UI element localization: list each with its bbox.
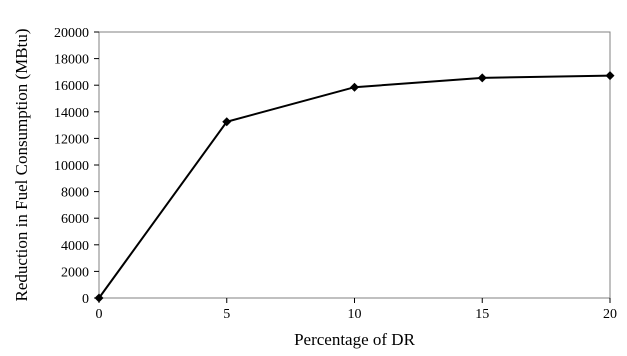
data-point-marker: [222, 117, 232, 127]
y-tick-label: 20000: [54, 26, 89, 41]
data-point-marker: [94, 293, 104, 303]
x-tick-label: 0: [96, 307, 103, 322]
plot-area: [98, 31, 611, 299]
y-tick-label: 6000: [61, 212, 89, 227]
y-tick-label: 2000: [61, 265, 89, 280]
y-tick-label: 0: [82, 292, 89, 307]
series-group: [94, 71, 615, 303]
y-tick-label: 18000: [54, 53, 89, 68]
y-tick-label: 16000: [54, 79, 89, 94]
x-tick-label: 20: [603, 307, 617, 322]
x-tick-label: 5: [223, 307, 230, 322]
x-tick-label: 10: [348, 307, 362, 322]
y-tick-label: 4000: [61, 239, 89, 254]
x-tick-label: 15: [475, 307, 489, 322]
series-line: [98, 74, 611, 299]
y-tick-label: 8000: [61, 186, 89, 201]
data-point-marker: [605, 71, 615, 81]
y-axis: 0 2000 4000 6000 8000 10000 12000 14000 16000 180…: [54, 26, 99, 307]
y-axis-title: Reduction in Fuel Consumption (MBtu): [12, 29, 31, 302]
data-point-marker: [477, 73, 487, 83]
y-tick-label: 14000: [54, 106, 89, 121]
y-tick-label: 12000: [54, 132, 89, 147]
x-axis: 0 5 10 15 20: [96, 298, 617, 322]
y-tick-label: 10000: [54, 159, 89, 174]
data-point-marker: [350, 82, 359, 92]
x-axis-title: Percentage of DR: [294, 330, 416, 349]
